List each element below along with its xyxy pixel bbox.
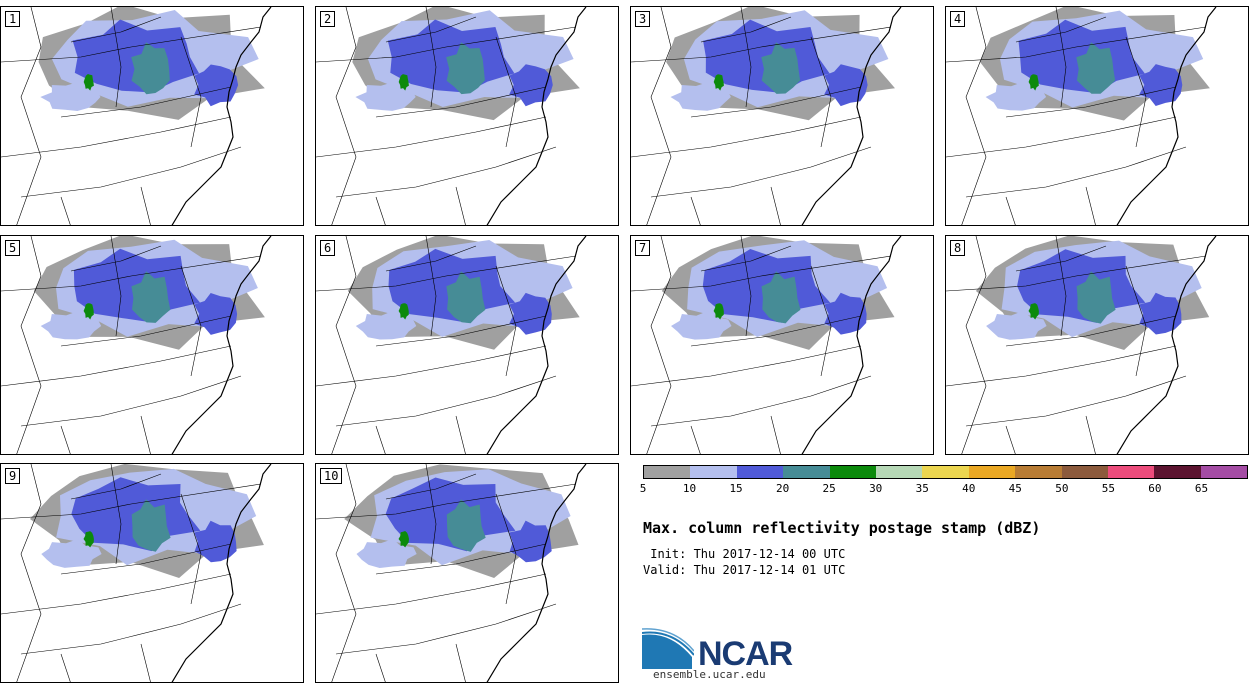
postage-stamp-panel: 9 xyxy=(0,463,304,683)
reflectivity-field xyxy=(38,7,265,120)
state-boundaries xyxy=(946,236,1207,454)
reflectivity-map xyxy=(316,464,587,682)
colorbar-tick-label: 10 xyxy=(682,482,697,495)
member-number-label: 3 xyxy=(635,11,651,27)
state-boundaries xyxy=(1,236,262,454)
valid-time: Valid: Thu 2017-12-14 01 UTC xyxy=(643,563,846,577)
logo-url: ensemble.ucar.edu xyxy=(653,668,766,681)
reflectivity-colorbar xyxy=(643,465,1248,479)
member-number-label: 10 xyxy=(320,468,343,484)
reflectivity-map xyxy=(1,236,272,454)
postage-stamp-panel: 6 xyxy=(315,235,619,455)
member-number-label: 5 xyxy=(5,240,21,256)
state-boundaries xyxy=(946,7,1207,225)
colorbar-tick-label: 65 xyxy=(1194,482,1209,495)
colorbar-segment xyxy=(690,466,737,478)
coastline xyxy=(171,236,272,454)
colorbar-tick-label: 50 xyxy=(1055,482,1069,495)
reflectivity-map xyxy=(946,236,1217,454)
colorbar-tick-label: 25 xyxy=(822,482,836,495)
member-number-label: 9 xyxy=(5,468,21,484)
state-boundaries xyxy=(1,7,262,225)
colorbar-segment xyxy=(783,466,830,478)
postage-stamp-panel: 2 xyxy=(315,6,619,226)
colorbar-segment xyxy=(1154,466,1201,478)
member-number-label: 2 xyxy=(320,11,336,27)
colorbar-tick-label: 15 xyxy=(729,482,743,495)
member-number-label: 1 xyxy=(5,11,21,27)
reflectivity-field xyxy=(352,7,580,121)
colorbar-segment xyxy=(736,466,784,478)
state-boundaries xyxy=(316,7,577,225)
ncar-wordmark: NCAR xyxy=(698,635,793,673)
coastline xyxy=(171,464,272,682)
postage-stamp-panel: 4 xyxy=(945,6,1249,226)
postage-stamp-panel: 7 xyxy=(630,235,934,455)
postage-stamp-panel: 1 xyxy=(0,6,304,226)
reflectivity-field xyxy=(347,236,580,350)
state-boundaries xyxy=(1,464,262,682)
plot-title: Max. column reflectivity postage stamp (… xyxy=(643,519,1041,537)
colorbar-segment xyxy=(1200,466,1248,478)
postage-stamp-panel: 10 xyxy=(315,463,619,683)
colorbar-tick-label: 55 xyxy=(1101,482,1115,495)
coastline xyxy=(486,7,587,225)
member-number-label: 4 xyxy=(950,11,966,27)
colorbar-tick-label: 30 xyxy=(869,482,883,495)
reflectivity-map xyxy=(316,236,587,454)
colorbar-tick-label: 40 xyxy=(962,482,976,495)
coastline xyxy=(171,7,272,225)
init-time: Init: Thu 2017-12-14 00 UTC xyxy=(643,547,846,561)
colorbar-tick-label: 20 xyxy=(775,482,790,495)
state-boundaries xyxy=(316,236,577,454)
reflectivity-map xyxy=(631,7,902,225)
member-number-label: 6 xyxy=(320,240,336,256)
colorbar-segment xyxy=(922,466,969,478)
postage-stamp-panel: 5 xyxy=(0,235,304,455)
colorbar-segment xyxy=(644,466,691,478)
colorbar-segment xyxy=(829,466,876,478)
reflectivity-map xyxy=(946,7,1217,225)
reflectivity-field xyxy=(975,236,1210,350)
reflectivity-field xyxy=(33,236,265,350)
reflectivity-field xyxy=(661,236,895,350)
ncar-swoosh-logo xyxy=(642,628,694,669)
reflectivity-map xyxy=(316,7,587,225)
state-boundaries xyxy=(631,7,892,225)
reflectivity-field xyxy=(666,7,895,121)
state-boundaries xyxy=(631,236,892,454)
colorbar-segment xyxy=(1015,466,1062,478)
colorbar-segment xyxy=(968,466,1016,478)
reflectivity-map xyxy=(1,7,272,225)
colorbar-tick-label: 35 xyxy=(915,482,929,495)
reflectivity-field xyxy=(30,464,264,578)
coastline xyxy=(1116,7,1217,225)
member-number-label: 8 xyxy=(950,240,966,256)
postage-stamp-panel: 3 xyxy=(630,6,934,226)
postage-stamp-panel: 8 xyxy=(945,235,1249,455)
coastline xyxy=(1116,236,1217,454)
colorbar-tick-label: 45 xyxy=(1008,482,1022,495)
coastline xyxy=(486,236,587,454)
reflectivity-field xyxy=(344,464,579,578)
reflectivity-map xyxy=(631,236,902,454)
state-boundaries xyxy=(316,464,577,682)
colorbar-segment xyxy=(875,466,923,478)
coastline xyxy=(801,236,902,454)
reflectivity-field xyxy=(980,7,1210,121)
member-number-label: 7 xyxy=(635,240,651,256)
colorbar-tick-label: 60 xyxy=(1148,482,1162,495)
coastline xyxy=(486,464,587,682)
colorbar-segment xyxy=(1107,466,1155,478)
reflectivity-map xyxy=(1,464,272,682)
colorbar-tick-label: 5 xyxy=(639,482,647,495)
colorbar-segment xyxy=(1061,466,1108,478)
coastline xyxy=(801,7,902,225)
